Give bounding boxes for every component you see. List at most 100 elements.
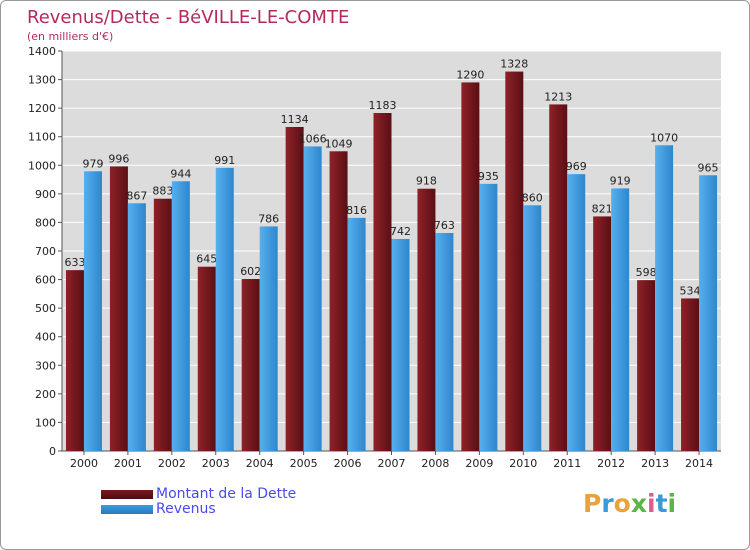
data-label-revenue: 742 xyxy=(390,225,411,238)
bar-revenue xyxy=(215,167,234,451)
bar-debt xyxy=(329,151,348,452)
logo-letter: x xyxy=(630,489,647,518)
y-tick-label: 1200 xyxy=(28,102,56,115)
logo-letter: o xyxy=(613,489,631,518)
y-tick-label: 0 xyxy=(49,445,56,458)
bar-debt xyxy=(109,166,128,451)
x-tick-label: 2013 xyxy=(641,457,669,470)
proxiti-logo: Proxiti xyxy=(583,489,676,518)
x-tick-label: 2007 xyxy=(378,457,406,470)
x-tick-label: 2008 xyxy=(421,457,449,470)
data-label-revenue: 1066 xyxy=(299,132,327,145)
bar-revenue xyxy=(479,183,498,451)
bar-revenue xyxy=(259,226,278,451)
y-tick-label: 900 xyxy=(35,188,56,201)
data-label-debt: 1213 xyxy=(544,90,572,103)
chart-subtitle: (en milliers d'€) xyxy=(27,30,114,43)
logo-letter: r xyxy=(601,489,614,518)
data-label-debt: 602 xyxy=(240,265,261,278)
bar-revenue xyxy=(655,145,674,452)
bar-revenue xyxy=(391,239,410,451)
x-tick-label: 2011 xyxy=(553,457,581,470)
data-label-revenue: 786 xyxy=(258,212,279,225)
data-label-revenue: 965 xyxy=(698,161,719,174)
data-label-debt: 1134 xyxy=(281,113,309,126)
bar-revenue xyxy=(567,174,586,451)
x-tick-label: 2009 xyxy=(465,457,493,470)
data-label-revenue: 935 xyxy=(478,170,499,183)
logo-letter: i xyxy=(647,489,656,518)
bar-debt xyxy=(681,298,700,451)
bar-revenue xyxy=(303,146,322,451)
data-label-debt: 534 xyxy=(680,284,701,297)
data-label-revenue: 867 xyxy=(126,189,147,202)
data-label-revenue: 816 xyxy=(346,204,367,217)
data-label-debt: 645 xyxy=(196,253,217,266)
y-tick-label: 1300 xyxy=(28,74,56,87)
data-label-debt: 918 xyxy=(416,175,437,188)
data-label-debt: 996 xyxy=(108,152,129,165)
bar-revenue xyxy=(171,181,190,452)
y-tick-label: 600 xyxy=(35,274,56,287)
bar-revenue xyxy=(435,233,454,451)
x-tick-label: 2003 xyxy=(202,457,230,470)
y-tick-label: 100 xyxy=(35,416,56,429)
bar-debt xyxy=(461,82,480,451)
bar-debt xyxy=(593,216,612,451)
x-tick-label: 2000 xyxy=(70,457,98,470)
y-tick-label: 400 xyxy=(35,331,56,344)
data-label-debt: 1290 xyxy=(456,68,484,81)
logo-letter: i xyxy=(667,489,677,518)
data-label-revenue: 979 xyxy=(82,157,103,170)
legend-label-debt: Montant de la Dette xyxy=(156,486,297,502)
chart-title: Revenus/Dette - BéVILLE-LE-COMTE xyxy=(27,7,350,28)
legend-label-revenue: Revenus xyxy=(156,501,216,517)
y-tick-label: 800 xyxy=(35,216,56,229)
bar-debt xyxy=(197,266,216,451)
bar-debt xyxy=(153,198,172,451)
data-label-debt: 633 xyxy=(64,256,85,269)
bar-debt xyxy=(637,280,656,451)
data-label-debt: 598 xyxy=(636,266,657,279)
bar-debt xyxy=(417,188,436,451)
bar-revenue xyxy=(127,203,146,451)
x-tick-label: 2006 xyxy=(334,457,362,470)
bar-debt xyxy=(549,104,568,451)
logo-letter: t xyxy=(655,489,668,518)
bar-revenue xyxy=(611,188,630,451)
legend-swatch-revenue xyxy=(101,505,153,514)
data-label-revenue: 944 xyxy=(170,167,191,180)
legend-swatch-debt xyxy=(101,490,153,499)
y-tick-label: 700 xyxy=(35,245,56,258)
y-tick-label: 1000 xyxy=(28,159,56,172)
bar-revenue xyxy=(523,205,542,451)
bar-debt xyxy=(241,279,260,451)
y-tick-label: 200 xyxy=(35,388,56,401)
data-label-revenue: 860 xyxy=(522,191,543,204)
bar-debt xyxy=(373,113,392,451)
x-tick-label: 2005 xyxy=(290,457,318,470)
bar-debt xyxy=(65,270,84,451)
x-tick-label: 2010 xyxy=(509,457,537,470)
data-label-debt: 883 xyxy=(152,185,173,198)
bar-debt xyxy=(505,71,524,452)
logo-letter: P xyxy=(583,489,602,518)
y-tick-label: 1100 xyxy=(28,131,56,144)
x-tick-label: 2002 xyxy=(158,457,186,470)
data-label-debt: 821 xyxy=(592,202,613,215)
bar-revenue xyxy=(699,175,718,452)
data-label-revenue: 991 xyxy=(214,154,235,167)
bar-revenue xyxy=(347,217,366,451)
data-label-revenue: 969 xyxy=(566,160,587,173)
y-tick-label: 300 xyxy=(35,359,56,372)
x-tick-label: 2012 xyxy=(597,457,625,470)
bar-revenue xyxy=(83,171,102,452)
x-tick-label: 2014 xyxy=(685,457,713,470)
data-label-debt: 1183 xyxy=(369,99,397,112)
data-label-revenue: 1070 xyxy=(650,131,678,144)
data-label-revenue: 763 xyxy=(434,219,455,232)
data-label-debt: 1049 xyxy=(325,137,353,150)
data-label-debt: 1328 xyxy=(500,58,528,71)
